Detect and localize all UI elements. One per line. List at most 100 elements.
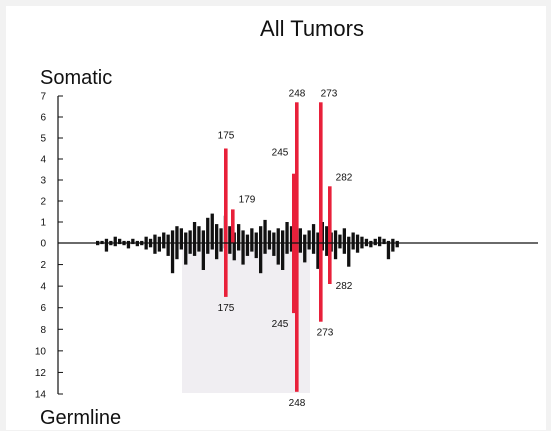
- somatic-bar: [122, 240, 126, 243]
- somatic-bar: [298, 228, 302, 243]
- germline-bar: [96, 243, 100, 246]
- germline-bar: [210, 243, 214, 250]
- germline-bar: [166, 243, 170, 256]
- germline-label-248: 248: [289, 398, 306, 409]
- germline-bar: [219, 243, 223, 252]
- germline-bar: [148, 243, 153, 248]
- germline-tick-label: 12: [35, 368, 47, 379]
- germline-bar: [369, 243, 373, 248]
- somatic-hotspot-bar-273: [319, 102, 323, 243]
- somatic-bar: [131, 238, 135, 243]
- germline-bar: [285, 243, 289, 254]
- somatic-tick-label: 1: [40, 218, 46, 229]
- germline-bar: [351, 243, 355, 250]
- somatic-tick-label: 3: [40, 176, 46, 187]
- somatic-bar: [210, 213, 214, 243]
- somatic-bar: [386, 240, 391, 243]
- somatic-label-248: 248: [289, 88, 306, 99]
- germline-tick-label: 6: [40, 303, 46, 314]
- somatic-bar: [206, 217, 210, 243]
- somatic-hotspot-bar-248: [295, 102, 299, 243]
- germline-bar: [144, 243, 148, 250]
- somatic-bar: [157, 236, 161, 243]
- somatic-tick-label: 0: [40, 239, 46, 250]
- somatic-bar: [289, 226, 294, 243]
- germline-bar: [104, 243, 109, 252]
- germline-bar: [338, 243, 342, 249]
- somatic-bar: [285, 222, 289, 243]
- germline-bar: [391, 243, 395, 252]
- somatic-bar: [347, 236, 351, 243]
- germline-bar: [298, 243, 302, 253]
- germline-bar: [347, 243, 351, 267]
- germline-hotspot-bar-282: [328, 243, 332, 284]
- somatic-bar: [197, 226, 201, 243]
- somatic-bar: [237, 224, 241, 243]
- germline-bar: [109, 243, 113, 246]
- somatic-bar: [135, 240, 139, 243]
- germline-bar: [188, 243, 192, 254]
- somatic-bar: [254, 232, 258, 243]
- somatic-bar: [303, 234, 307, 243]
- germline-hotspot-bar-175: [224, 243, 228, 297]
- germline-bar: [192, 243, 197, 256]
- somatic-tick-label: 5: [40, 134, 46, 145]
- somatic-bar: [192, 222, 197, 243]
- germline-bar: [228, 243, 232, 254]
- somatic-bar: [188, 230, 192, 243]
- somatic-bar: [272, 232, 276, 243]
- germline-bar: [245, 243, 250, 256]
- germline-bar: [281, 243, 285, 270]
- germline-bar: [272, 243, 276, 256]
- somatic-bar: [325, 226, 329, 243]
- codon-labels: 175 179 245 248 273 282 175 245 248 273 282: [218, 88, 353, 409]
- somatic-bar: [369, 240, 373, 243]
- germline-bar: [342, 243, 346, 254]
- germline-bar: [232, 243, 236, 261]
- germline-bar: [333, 243, 338, 260]
- somatic-bar: [175, 226, 179, 243]
- germline-bar: [215, 243, 219, 260]
- somatic-tick-label: 2: [40, 197, 46, 208]
- somatic-label-175: 175: [218, 131, 235, 142]
- germline-tick-label: 2: [40, 260, 46, 271]
- somatic-bar: [311, 224, 316, 243]
- germline-bar: [378, 243, 382, 247]
- germline-bar: [325, 243, 329, 256]
- germline-bar: [179, 243, 183, 250]
- somatic-label-273: 273: [321, 88, 338, 99]
- somatic-bar: [250, 228, 254, 243]
- germline-bar: [395, 243, 399, 248]
- somatic-label-282: 282: [336, 172, 353, 183]
- somatic-bar: [267, 230, 272, 243]
- germline-bar: [135, 243, 139, 247]
- germline-bar: [311, 243, 316, 254]
- germline-bar: [303, 243, 307, 263]
- germline-bar: [197, 243, 201, 252]
- somatic-bar: [228, 226, 232, 243]
- somatic-label-245: 245: [272, 148, 289, 159]
- somatic-bar: [316, 232, 320, 243]
- germline-bar: [316, 243, 320, 269]
- somatic-bar: [201, 230, 205, 243]
- germline-bar: [289, 243, 294, 252]
- germline-bar: [162, 243, 166, 249]
- somatic-bar: [126, 240, 131, 243]
- germline-bar: [355, 243, 360, 253]
- germline-bar: [360, 243, 364, 249]
- somatic-bar: [355, 234, 360, 243]
- germline-bar: [153, 243, 157, 254]
- germline-label-273: 273: [317, 328, 334, 339]
- germline-bar: [157, 243, 161, 252]
- somatic-bar: [373, 238, 377, 243]
- germline-label-282: 282: [336, 281, 353, 292]
- somatic-hotspot-bar-245: [292, 173, 296, 243]
- germline-bar: [250, 243, 254, 252]
- somatic-bar: [351, 232, 355, 243]
- somatic-bar: [364, 238, 369, 243]
- germline-label: Germline: [40, 407, 121, 429]
- somatic-bar: [96, 240, 100, 243]
- somatic-bar: [276, 228, 280, 243]
- somatic-bar: [162, 232, 166, 243]
